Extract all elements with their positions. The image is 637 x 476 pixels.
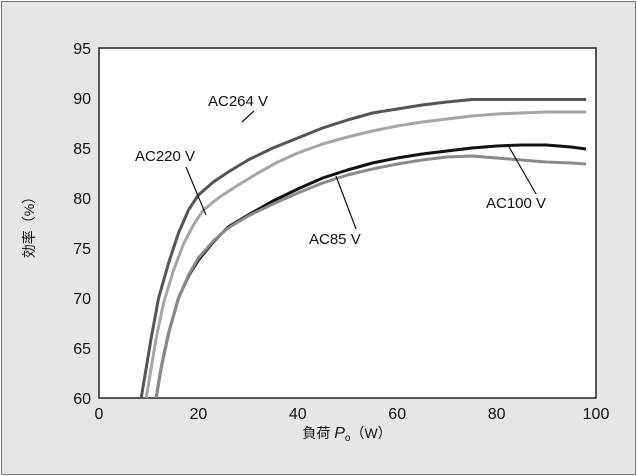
leader-line <box>241 110 255 123</box>
x-axis-title: 負荷 Po（W） <box>302 425 391 444</box>
series-line-ac264v <box>139 98 587 399</box>
y-tick-label: 60 <box>73 391 91 408</box>
series-line-ac85v <box>154 154 587 399</box>
series-lines <box>139 98 587 399</box>
series-label: AC85 V <box>309 231 361 248</box>
y-tick-label: 85 <box>73 141 91 158</box>
y-axis-title: 効率（%） <box>21 190 37 258</box>
series-labels: AC264 V AC220 V AC100 V AC85 V <box>135 93 546 248</box>
series-line-ac220v <box>144 110 587 399</box>
x-tick-label: 0 <box>95 406 104 423</box>
y-tick-label: 95 <box>73 41 91 58</box>
x-axis-ticks: 0 20 40 60 80 100 <box>95 406 610 423</box>
leader-line <box>507 144 537 195</box>
x-tick-label: 80 <box>488 406 506 423</box>
x-tick-label: 60 <box>388 406 406 423</box>
label-leader-lines <box>185 110 537 230</box>
series-label: AC100 V <box>486 195 546 212</box>
series-label: AC220 V <box>135 148 195 165</box>
leader-line <box>335 175 357 230</box>
y-tick-label: 65 <box>73 341 91 358</box>
x-tick-label: 20 <box>190 406 208 423</box>
y-tick-label: 70 <box>73 291 91 308</box>
y-tick-label: 80 <box>73 191 91 208</box>
y-tick-label: 90 <box>73 91 91 108</box>
y-tick-label: 75 <box>73 241 91 258</box>
leader-line <box>185 166 207 216</box>
x-tick-label: 100 <box>583 406 610 423</box>
y-axis-ticks: 60 65 70 75 80 85 90 95 <box>73 41 91 408</box>
series-label: AC264 V <box>208 93 268 110</box>
x-tick-label: 40 <box>289 406 307 423</box>
